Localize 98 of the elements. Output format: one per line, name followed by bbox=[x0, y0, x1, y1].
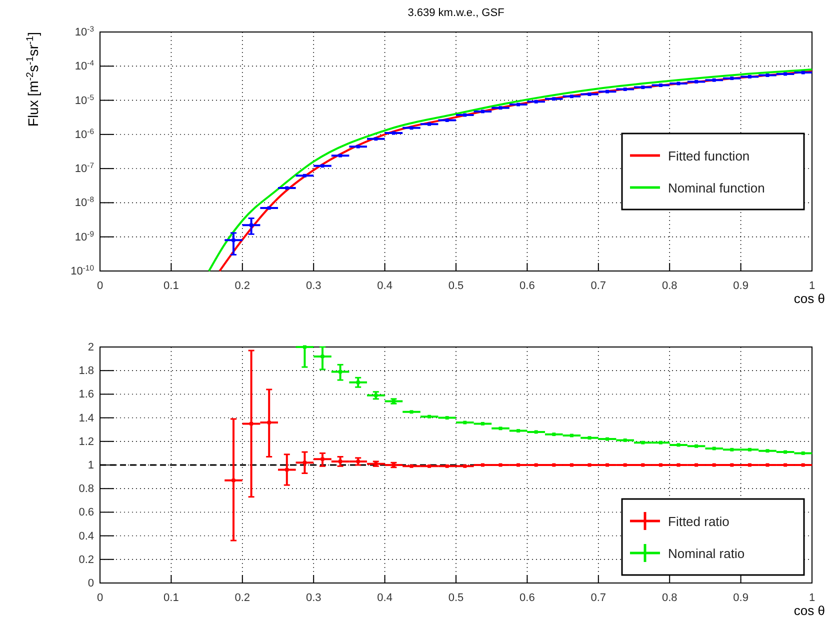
y-tick-label: 0.6 bbox=[78, 506, 94, 519]
y-tick-label: 10$^{-7}$ bbox=[74, 160, 94, 176]
point bbox=[730, 76, 734, 80]
y-tick-label: 2 bbox=[88, 342, 94, 354]
point bbox=[784, 450, 788, 454]
x-tick-label: 0.8 bbox=[662, 280, 678, 292]
point bbox=[641, 440, 645, 444]
x-axis-title: cos θ bbox=[794, 603, 825, 618]
x-axis-title: cos θ bbox=[794, 291, 825, 306]
point bbox=[338, 370, 342, 374]
point bbox=[658, 440, 662, 444]
point bbox=[748, 74, 752, 78]
point bbox=[338, 154, 342, 158]
y-tick-label: 1.4 bbox=[78, 412, 94, 424]
x-tick-label: 0.6 bbox=[520, 592, 535, 604]
x-tick-label: 0.6 bbox=[520, 280, 535, 292]
x-tick-label: 0.3 bbox=[306, 592, 322, 604]
x-tick-label: 0.5 bbox=[448, 592, 464, 604]
point bbox=[712, 78, 716, 82]
y-tick-label: 10$^{-3}$ bbox=[74, 24, 94, 39]
point bbox=[641, 86, 645, 90]
point bbox=[267, 420, 271, 424]
point bbox=[445, 416, 449, 420]
y-tick-label: 0 bbox=[88, 578, 94, 590]
x-tick-label: 0.4 bbox=[377, 592, 392, 604]
point bbox=[516, 102, 520, 106]
x-tick-label: 0.2 bbox=[234, 280, 250, 292]
point bbox=[534, 100, 538, 104]
point bbox=[694, 444, 698, 448]
y-tick-label: 10$^{-8}$ bbox=[74, 194, 94, 210]
y-tick-label: 1.8 bbox=[78, 365, 94, 378]
y-tick-label: 10$^{-9}$ bbox=[74, 228, 94, 244]
point bbox=[250, 422, 254, 426]
point bbox=[480, 422, 484, 426]
y-tick-label: 10$^{-4}$ bbox=[74, 58, 95, 73]
point bbox=[463, 113, 467, 117]
x-tick-label: 0.9 bbox=[733, 592, 748, 604]
y-tick-label: 10$^{-5}$ bbox=[74, 92, 94, 107]
y-tick-label: 0.8 bbox=[78, 483, 94, 496]
point bbox=[428, 122, 432, 126]
point bbox=[606, 90, 610, 94]
x-tick-label: 1 bbox=[808, 280, 816, 292]
point bbox=[250, 223, 254, 227]
point bbox=[552, 97, 556, 101]
point bbox=[516, 429, 520, 433]
point bbox=[552, 432, 556, 436]
point bbox=[338, 460, 342, 464]
point bbox=[356, 144, 360, 148]
x-tick-label: 0.8 bbox=[662, 592, 678, 604]
point bbox=[428, 464, 432, 468]
point bbox=[801, 451, 805, 455]
legend-label: Nominal function bbox=[668, 180, 765, 196]
point bbox=[463, 464, 467, 468]
chart-title: 3.639 km.w.e., GSF bbox=[408, 7, 505, 19]
x-tick-label: 0.7 bbox=[590, 280, 606, 292]
legend-label: Fitted ratio bbox=[668, 514, 730, 529]
point bbox=[712, 446, 716, 450]
y-tick-label: 10$^{-10}$ bbox=[70, 263, 94, 278]
y-tick-label: 1.6 bbox=[78, 388, 94, 401]
y-tick-label: 1 bbox=[88, 460, 94, 472]
point bbox=[428, 414, 432, 418]
legend-label: Fitted function bbox=[668, 148, 750, 164]
x-tick-label: 0.7 bbox=[590, 592, 606, 604]
point bbox=[748, 448, 752, 452]
point bbox=[302, 174, 306, 178]
x-tick-label: 0 bbox=[96, 592, 104, 604]
point bbox=[694, 80, 698, 84]
point bbox=[445, 464, 449, 468]
point bbox=[570, 94, 574, 98]
point bbox=[784, 72, 788, 76]
point bbox=[658, 84, 662, 88]
point bbox=[730, 448, 734, 452]
x-tick-label: 0.2 bbox=[234, 592, 250, 604]
point bbox=[534, 430, 538, 434]
point bbox=[606, 437, 610, 441]
point bbox=[374, 137, 378, 141]
point bbox=[463, 420, 467, 424]
y-tick-label: 1.2 bbox=[78, 436, 94, 448]
x-tick-label: 1 bbox=[808, 592, 816, 604]
point bbox=[302, 460, 306, 464]
y-tick-label: 0.4 bbox=[78, 530, 94, 542]
point bbox=[801, 70, 805, 74]
x-tick-label: 0.1 bbox=[164, 280, 179, 292]
y-tick-label: 10$^{-6}$ bbox=[74, 126, 94, 141]
x-tick-label: 0.1 bbox=[164, 592, 179, 604]
x-tick-label: 0.3 bbox=[306, 280, 322, 292]
x-tick-label: 0.9 bbox=[733, 280, 748, 292]
y-tick-label: 0.2 bbox=[78, 554, 94, 566]
point bbox=[480, 110, 484, 114]
x-tick-label: 0.5 bbox=[448, 280, 464, 292]
point bbox=[445, 118, 449, 122]
point bbox=[285, 468, 289, 472]
point bbox=[623, 438, 627, 442]
legend-label: Nominal ratio bbox=[668, 546, 745, 561]
x-tick-label: 0.4 bbox=[377, 280, 392, 292]
point bbox=[356, 380, 360, 384]
point bbox=[623, 88, 627, 92]
x-tick-label: 0 bbox=[96, 280, 104, 292]
